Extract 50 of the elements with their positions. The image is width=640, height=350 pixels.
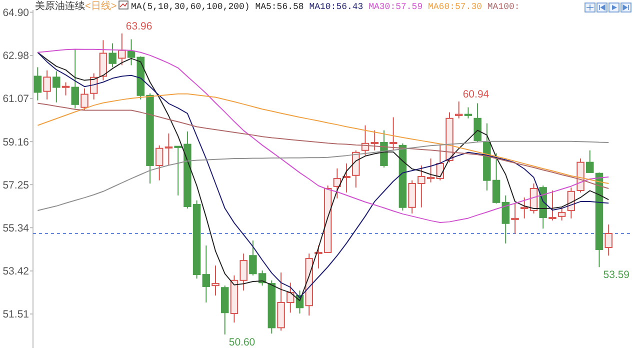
- candlestick: [389, 116, 398, 151]
- candlestick: [155, 144, 164, 181]
- candlestick: [164, 132, 173, 166]
- candlestick: [108, 42, 116, 68]
- candlestick: [604, 224, 612, 256]
- y-tick-label: 53.42: [2, 266, 30, 278]
- legend-title: MA(5,10,30,60,100,200): [131, 2, 250, 12]
- line-series: [37, 48, 610, 223]
- candlestick: [62, 82, 70, 96]
- candlestick: [71, 48, 79, 109]
- y-tick-label: 61.07: [2, 93, 30, 106]
- candlestick: [474, 102, 482, 143]
- text: MA100:: [487, 2, 520, 12]
- candlestick: [99, 40, 108, 81]
- candlestick: [43, 70, 51, 100]
- candlestick: [52, 70, 60, 103]
- y-tick-label: 59.16: [2, 136, 30, 148]
- y-tick-label: 55.34: [2, 222, 30, 234]
- annotation: 60.94: [462, 88, 490, 100]
- text: MA60:57.30: [428, 2, 482, 12]
- candlestick: [118, 32, 126, 66]
- chart-title: 美原油连续: [35, 0, 85, 12]
- chart-subtitle: <日线>: [85, 0, 117, 12]
- candlestick: [202, 244, 210, 303]
- candlestick: [80, 88, 88, 111]
- text: MA30:57.59: [368, 2, 423, 12]
- candlestick: [502, 194, 510, 244]
- y-tick-label: 57.25: [2, 179, 30, 192]
- candlestick: [342, 162, 350, 194]
- annotation: 63.96: [126, 20, 152, 32]
- candlestick: [548, 190, 556, 221]
- line-series: [37, 140, 610, 212]
- annotation: 53.59: [603, 269, 630, 282]
- y-tick-label: 62.98: [2, 50, 30, 62]
- candlestick: [464, 106, 472, 119]
- annotation: 50.60: [228, 336, 256, 348]
- candlestick: [380, 130, 388, 168]
- candlestick: [127, 38, 136, 66]
- candlestick: [352, 150, 360, 188]
- candlestick: [454, 100, 463, 119]
- candlestick: [558, 206, 566, 221]
- y-tick-label: 51.51: [2, 308, 30, 321]
- y-tick-label: 64.90: [2, 6, 30, 19]
- candlestick: [586, 150, 594, 173]
- text: MA10:56.43: [309, 2, 364, 12]
- candlestick: [333, 168, 342, 199]
- text: MA5:56.58: [255, 2, 304, 12]
- candlestick: [511, 203, 519, 234]
- candlestick: [520, 196, 528, 219]
- candlestick: [212, 265, 220, 296]
